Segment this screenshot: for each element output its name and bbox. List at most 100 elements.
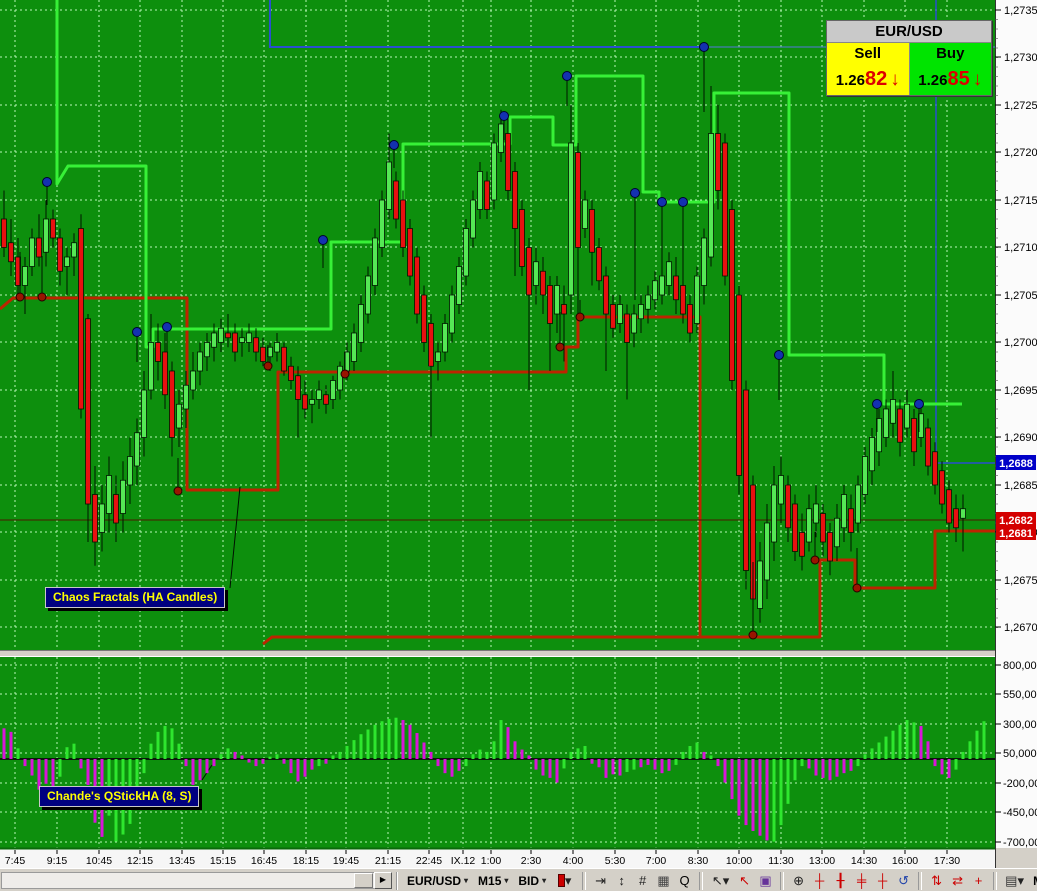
buy-price: 1.2685 ↓ [918, 68, 983, 90]
windows-layout-button[interactable]: ▣ [759, 872, 772, 888]
sell-price: 1.2682 ↓ [835, 68, 900, 90]
scroll-to-end-button[interactable]: ⇥ [595, 872, 607, 888]
price-axis-label: 1,2730 [1004, 52, 1037, 64]
pointer-tool-button[interactable]: ↖ ▾ [711, 872, 730, 888]
time-axis-label: 19:45 [333, 855, 359, 867]
indicator-axis-label: 50,000 [1003, 748, 1037, 760]
expand-vertical-button[interactable]: ⇅ [931, 872, 943, 888]
time-axis-label: 13:45 [169, 855, 195, 867]
price-axis-label: 1,2725 [1004, 100, 1037, 112]
time-axis-label: 8:30 [688, 855, 709, 867]
chart-style-button[interactable]: ▾ [551, 872, 578, 890]
price-axis-label: 1,2690 [1004, 432, 1037, 444]
sell-down-arrow-icon: ↓ [890, 69, 900, 90]
time-axis-label: 21:15 [375, 855, 401, 867]
price-axis: 1,2735 1,2730 1,2725 1,2720 1,2715 1,2710 1,27… [995, 0, 1037, 868]
quote-type-select[interactable]: BID ▾ [518, 873, 547, 888]
crosshair-small-button[interactable]: ┼ [814, 873, 825, 888]
mcrates-menu[interactable]: MCRates▾ [1028, 871, 1037, 891]
time-axis-label: 15:15 [210, 855, 236, 867]
zoom-in-button[interactable]: ⊕ [793, 872, 805, 888]
toolbar-separator [396, 871, 398, 890]
candle-icon [557, 874, 565, 887]
symbol-select[interactable]: EUR/USD ▾ [407, 873, 469, 888]
sell-label: Sell [854, 45, 882, 62]
time-axis-label: 2:30 [521, 855, 542, 867]
buy-down-arrow-icon: ↓ [972, 69, 983, 90]
crosshair-center-button[interactable]: ┼ [877, 873, 888, 888]
toolbar-separator [699, 871, 704, 890]
price-axis-label: 1,2710 [1004, 242, 1037, 254]
toolbar-separator [993, 871, 998, 890]
annotate-arrow-button[interactable]: ↖ [739, 872, 751, 888]
expand-horizontal-button[interactable]: ⇄ [952, 872, 964, 888]
indicator-axis-label: 550,00 [1003, 689, 1037, 701]
time-axis-label: 10:00 [726, 855, 752, 867]
price-axis-label: 1,2700 [1004, 337, 1037, 349]
quick-quote-button[interactable]: Q [679, 873, 690, 888]
price-axis-label: 1,2720 [1004, 147, 1037, 159]
scrollbar-track[interactable] [1, 872, 374, 889]
time-axis-label: 16:00 [892, 855, 918, 867]
select-region-button[interactable]: ▦ [657, 872, 670, 888]
crosshair-compress-button[interactable]: ╪ [856, 873, 867, 888]
time-axis-label: 17:30 [934, 855, 960, 867]
price-axis-label: 1,2735 [1004, 5, 1037, 17]
bottom-toolbar: ▶ EUR/USD▾ M15▾ BID▾ ▾ ⇥ ↕ # ▦ Q ↖▾ ↖ ▣ ⊕ ┼ ╂ ╪ ┼ ↺ ⇅ ⇄ + ▤▾M… [0, 868, 1037, 891]
price-badge: 1,2682 [999, 515, 1033, 527]
time-axis-label: 1:00 [481, 855, 502, 867]
toolbar-separator [582, 871, 587, 890]
price-axis-label: 1,2685 [1004, 480, 1037, 492]
indicator-axis-label: -450,00 [1003, 807, 1037, 819]
refresh-view-button[interactable]: ↺ [898, 872, 910, 888]
quote-box: EUR/USD Sell 1.2682 ↓ Buy 1.2685 ↓ [826, 20, 992, 96]
price-axis-label: 1,2670 [1004, 622, 1037, 634]
fractal-dots [15, 42, 924, 640]
indicator-axis-label: 800,00 [1003, 660, 1037, 672]
price-axis-label: 1,2695 [1004, 385, 1037, 397]
time-axis-label: 13:00 [809, 855, 835, 867]
time-axis-label: 7:45 [5, 855, 26, 867]
buy-label: Buy [936, 45, 965, 62]
chart-canvas[interactable]: 1,2735 1,2730 1,2725 1,2720 1,2715 1,2710 1,27… [0, 0, 1037, 868]
time-axis-label: 9:15 [47, 855, 68, 867]
time-axis-label: 18:15 [293, 855, 319, 867]
fit-vertical-button[interactable]: ↕ [618, 873, 625, 888]
price-badge: 1,2688 [999, 458, 1033, 470]
toolbar-separator [780, 871, 785, 890]
time-axis: 7:45 9:15 10:45 12:15 13:45 15:15 16:45 18:15 19… [0, 847, 995, 867]
indicator-axis-label: -700,00 [1003, 837, 1037, 849]
toolbar-separator [918, 871, 923, 890]
indicator-label-chande-qstick[interactable]: Chande's QStickHA (8, S) [39, 786, 200, 807]
crosshair-expand-button[interactable]: ╂ [836, 872, 845, 888]
timeframe-select[interactable]: M15 ▾ [478, 873, 509, 888]
quote-box-symbol: EUR/USD [827, 21, 991, 43]
price-axis-label: 1,2705 [1004, 290, 1037, 302]
indicator-label-chaos-fractals[interactable]: Chaos Fractals (HA Candles) [45, 587, 226, 608]
price-axis-label: 1,2675 [1004, 575, 1037, 587]
buy-button[interactable]: Buy 1.2685 ↓ [909, 43, 991, 95]
expand-both-button[interactable]: + [974, 873, 983, 888]
time-axis-label: IX.12 [451, 855, 476, 867]
reports-button[interactable]: ▤ ▾ [1005, 872, 1024, 888]
grid-toggle-button[interactable]: # [638, 873, 647, 888]
time-axis-label: 16:45 [251, 855, 277, 867]
scrollbar-thumb[interactable] [354, 873, 373, 888]
indicator-axis-label: 300,00 [1003, 719, 1037, 731]
time-axis-label: 14:30 [851, 855, 877, 867]
time-axis-label: 10:45 [86, 855, 112, 867]
time-axis-label: 11:30 [768, 855, 794, 867]
horizontal-scrollbar[interactable]: ▶ [1, 872, 392, 889]
time-axis-label: 7:00 [646, 855, 667, 867]
indicator-axis-label: -200,00 [1003, 778, 1037, 790]
sell-button[interactable]: Sell 1.2682 ↓ [827, 43, 910, 95]
price-badge: 1,2681 [999, 528, 1033, 540]
price-axis-label: 1,2715 [1004, 195, 1037, 207]
time-axis-label: 4:00 [563, 855, 584, 867]
candlesticks [1, 86, 966, 623]
scrollbar-right-arrow-icon[interactable]: ▶ [374, 872, 392, 889]
time-axis-label: 22:45 [416, 855, 442, 867]
time-axis-label: 5:30 [605, 855, 626, 867]
